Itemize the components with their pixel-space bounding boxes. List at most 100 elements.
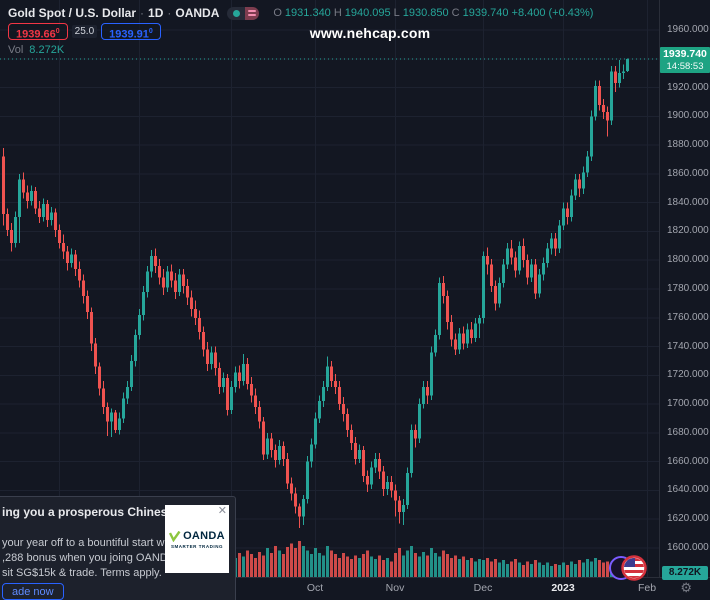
volume-bar bbox=[402, 555, 405, 577]
candle-body bbox=[514, 257, 517, 271]
price-axis[interactable]: 1960.000 1920.000 1900.000 1880.000 1860.000… bbox=[659, 0, 710, 578]
candle-body bbox=[422, 386, 425, 405]
market-status-icon[interactable] bbox=[227, 6, 246, 20]
candle-body bbox=[238, 372, 241, 382]
candle-body bbox=[262, 421, 265, 455]
candle-body bbox=[398, 500, 401, 513]
volume-bar bbox=[602, 562, 605, 577]
bar-countdown: 14:58:53 bbox=[666, 61, 704, 73]
close-value: 1939.740 bbox=[462, 7, 509, 19]
volume-bar bbox=[350, 559, 353, 577]
volume-bar bbox=[594, 557, 597, 577]
candle-body bbox=[506, 248, 509, 265]
candle-body bbox=[150, 255, 153, 272]
volume-bar bbox=[338, 557, 341, 577]
candle-body bbox=[26, 192, 29, 202]
ad-title: ing you a prosperous Chinese New bbox=[2, 505, 203, 519]
candle-body bbox=[594, 86, 597, 117]
volume-bar bbox=[450, 557, 453, 577]
price-tick-label: 1840.000 bbox=[667, 196, 709, 208]
volume-row: Vol 8.272K bbox=[8, 44, 64, 56]
volume-bar bbox=[362, 554, 365, 577]
candle-body bbox=[310, 444, 313, 462]
volume-bar bbox=[478, 559, 481, 577]
candle-body bbox=[50, 212, 53, 220]
exchange-label: OANDA bbox=[175, 6, 220, 20]
time-axis[interactable]: Oct Nov Dec 2023 Feb bbox=[0, 577, 710, 600]
candle-body bbox=[466, 329, 469, 344]
change-value: +8.400 (+0.43%) bbox=[511, 7, 594, 19]
candle-body bbox=[270, 438, 273, 451]
candle-body bbox=[198, 317, 201, 333]
volume-bar bbox=[342, 553, 345, 577]
candle-body bbox=[182, 274, 185, 287]
candle-body bbox=[530, 264, 533, 278]
volume-bar bbox=[250, 554, 253, 577]
volume-bar bbox=[514, 559, 517, 577]
sell-button[interactable]: 1939.660 bbox=[8, 23, 68, 41]
separator-dot: · bbox=[167, 6, 172, 20]
volume-bar bbox=[406, 550, 409, 577]
candle-body bbox=[450, 322, 453, 340]
candle-body bbox=[458, 333, 461, 350]
high-label: H bbox=[333, 7, 342, 19]
candle-body bbox=[374, 458, 377, 468]
volume-bar bbox=[558, 565, 561, 577]
volume-bar bbox=[458, 559, 461, 577]
volume-bar bbox=[542, 565, 545, 577]
volume-bar bbox=[270, 553, 273, 577]
volume-bar bbox=[598, 560, 601, 577]
interval-label[interactable]: 1D bbox=[148, 6, 164, 20]
volume-bar bbox=[422, 551, 425, 577]
settings-gear-icon[interactable]: ⚙ bbox=[680, 580, 692, 595]
watermark: www.nehcap.com bbox=[309, 25, 431, 41]
candle-body bbox=[214, 352, 217, 369]
close-icon[interactable]: ✕ bbox=[217, 505, 227, 517]
candle-body bbox=[102, 388, 105, 407]
candle-body bbox=[10, 230, 13, 243]
ohlc-readout: O 1931.340 H 1940.095 L 1930.850 C 1939.… bbox=[273, 7, 593, 19]
status-dot-icon bbox=[232, 9, 240, 17]
volume-bar bbox=[462, 556, 465, 577]
candle-body bbox=[342, 404, 345, 415]
volume-bar bbox=[358, 557, 361, 577]
buy-button[interactable]: 1939.910 bbox=[101, 23, 161, 41]
candle-body bbox=[226, 378, 229, 410]
candle-wick bbox=[111, 408, 112, 438]
candle-body bbox=[494, 286, 497, 304]
candle-body bbox=[210, 352, 213, 364]
volume-bar bbox=[474, 561, 477, 577]
ad-text-line: ,288 bonus when you joing OANDA. bbox=[2, 552, 179, 564]
list-lines-icon[interactable] bbox=[245, 6, 260, 20]
volume-bar bbox=[266, 548, 269, 577]
candle-body bbox=[574, 179, 577, 196]
us-flag-icon bbox=[624, 558, 644, 578]
volume-bar bbox=[398, 548, 401, 577]
candle-body bbox=[334, 381, 337, 387]
candle-body bbox=[74, 254, 77, 269]
trade-now-button[interactable]: ade now bbox=[2, 583, 64, 600]
candle-body bbox=[266, 438, 269, 455]
volume-value: 8.272K bbox=[29, 44, 65, 56]
symbol-title[interactable]: Gold Spot / U.S. Dollar bbox=[8, 6, 137, 20]
candle-body bbox=[294, 493, 297, 507]
volume-bar bbox=[238, 553, 241, 577]
candle-body bbox=[126, 386, 129, 399]
candle-body bbox=[526, 260, 529, 278]
candle-body bbox=[154, 255, 157, 266]
price-tick-label: 1920.000 bbox=[667, 81, 709, 93]
candle-body bbox=[370, 467, 373, 485]
spread-value: 25.0 bbox=[71, 25, 98, 38]
price-tick-label: 1960.000 bbox=[667, 24, 709, 35]
candle-body bbox=[338, 386, 341, 405]
current-price-value: 1939.740 bbox=[663, 48, 707, 61]
buy-price: 1939.91 bbox=[109, 28, 149, 41]
candle-body bbox=[542, 263, 545, 275]
candle-body bbox=[298, 506, 301, 517]
price-tick-label: 1740.000 bbox=[667, 340, 709, 352]
volume-bar bbox=[470, 557, 473, 577]
candle-body bbox=[326, 366, 329, 387]
price-tick-label: 1680.000 bbox=[667, 426, 709, 438]
volume-bar bbox=[414, 553, 417, 577]
